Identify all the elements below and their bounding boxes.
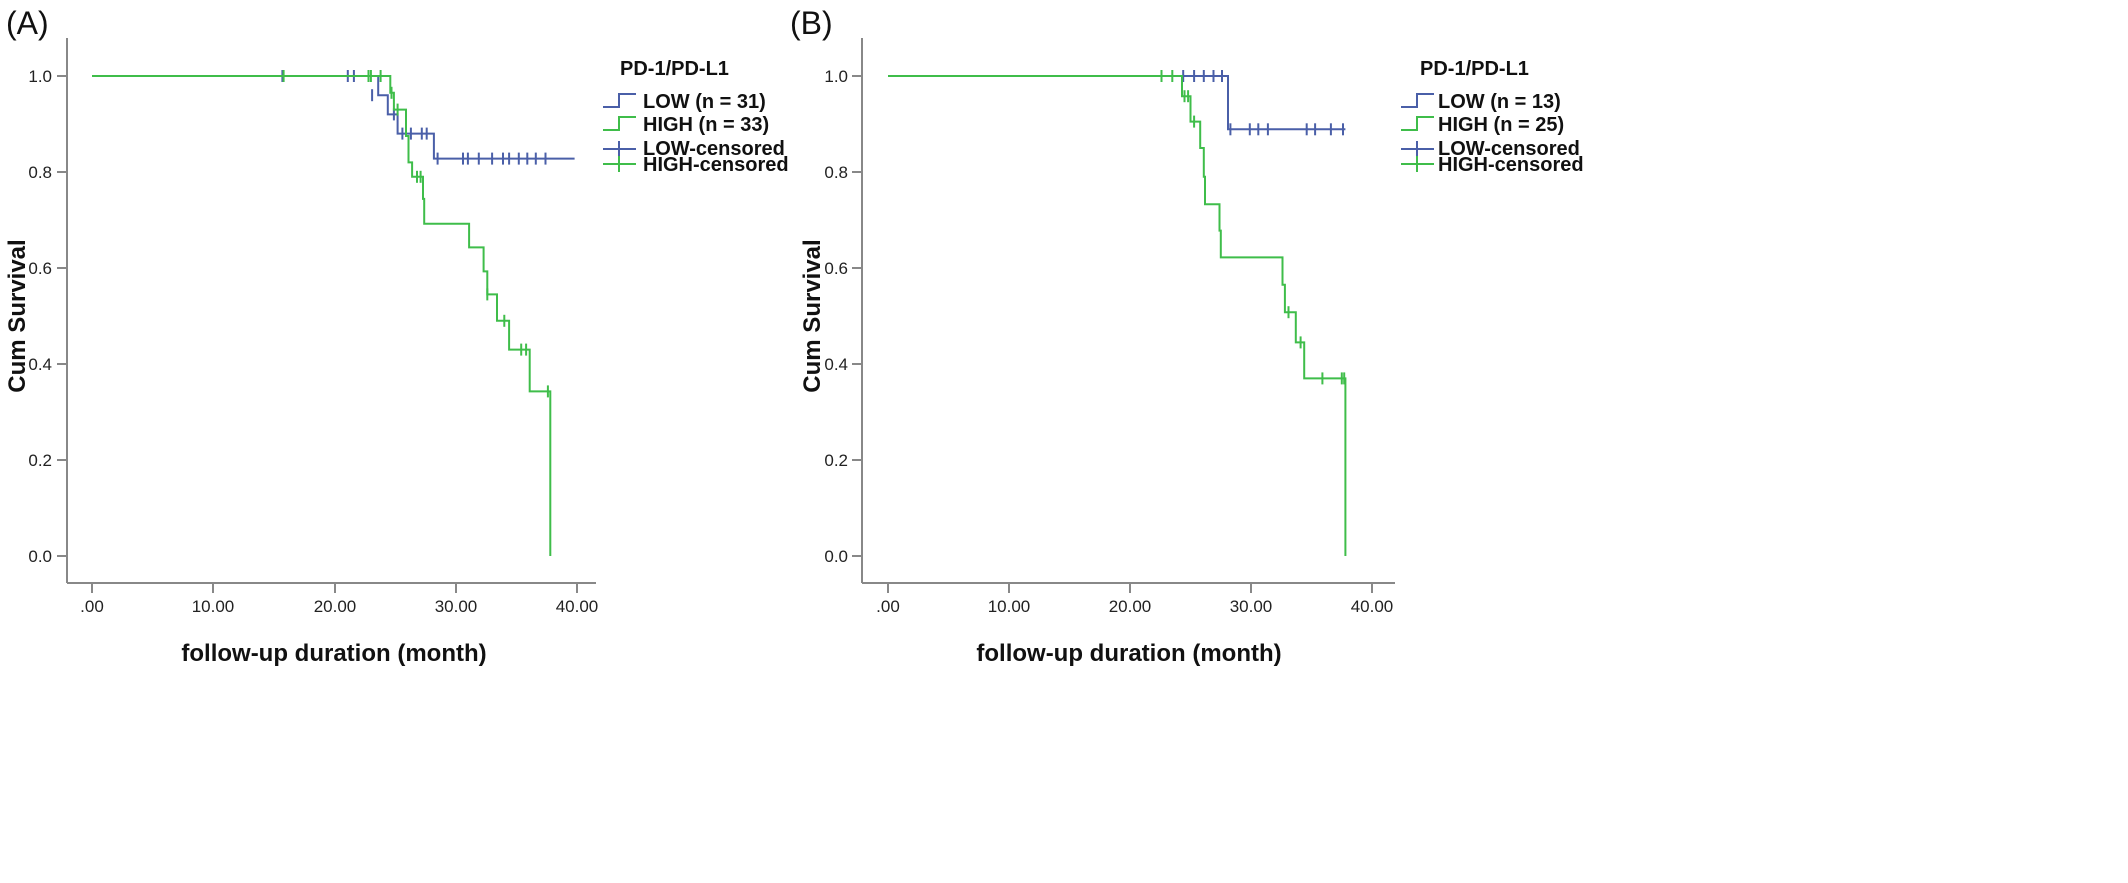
legend-swatch-low-censored: [1401, 141, 1434, 157]
legend-swatch-low: [1401, 93, 1434, 108]
legend-label-low: LOW (n = 13): [1438, 91, 1561, 113]
x-tick-label: 20.00: [1109, 597, 1152, 616]
legend-label-low-censored: LOW-censored: [1438, 138, 1580, 160]
survival-curve-high: [92, 75, 552, 556]
y-ticks: 1.0 0.8 0.6 0.4 0.2 0.0: [824, 67, 862, 566]
x-tick-label: .00: [876, 597, 900, 616]
legend-swatch-high: [603, 116, 636, 131]
y-tick-label: 0.2: [824, 451, 848, 470]
legend-label-high: HIGH (n = 25): [1438, 114, 1564, 136]
y-tick-label: 0.8: [28, 163, 52, 182]
plot-area-b: [888, 70, 1347, 556]
x-axis-title: follow-up duration (month): [976, 640, 1281, 667]
survival-curve-high: [888, 75, 1347, 556]
legend-title: PD-1/PD-L1: [1420, 58, 1529, 80]
y-axis-title: Cum Survival: [799, 239, 826, 392]
legend-label-low: LOW (n = 31): [643, 91, 766, 113]
legend-b: PD-1/PD-L1 LOW (n = 13) HIGH (n = 25) LO…: [1401, 58, 1584, 176]
y-tick-label: 0.0: [28, 547, 52, 566]
y-tick-label: 0.6: [824, 259, 848, 278]
x-tick-label: 30.00: [1230, 597, 1273, 616]
y-ticks: 1.0 0.8 0.6 0.4 0.2 0.0: [28, 67, 67, 566]
legend-swatch-high: [1401, 116, 1434, 131]
y-tick-label: 1.0: [28, 67, 52, 86]
legend-label-high: HIGH (n = 33): [643, 114, 769, 136]
panel-label-a: (A): [6, 5, 49, 41]
x-tick-label: 10.00: [192, 597, 235, 616]
x-axis-title: follow-up duration (month): [181, 640, 486, 667]
x-tick-label: 40.00: [1351, 597, 1394, 616]
legend-label-high-censored: HIGH-censored: [643, 154, 789, 176]
panel-a: (A) 1.0 0.8 0.6 0.4 0.2 0.0 .00 10.00 20…: [4, 5, 789, 667]
legend-swatch-low: [603, 93, 636, 108]
y-tick-label: 0.0: [824, 547, 848, 566]
y-tick-label: 0.2: [28, 451, 52, 470]
legend-label-low-censored: LOW-censored: [643, 138, 785, 160]
legend-swatch-high-censored: [1401, 156, 1434, 172]
x-tick-label: 10.00: [988, 597, 1031, 616]
x-tick-label: 20.00: [314, 597, 357, 616]
plot-area-a: [92, 70, 575, 556]
legend-title: PD-1/PD-L1: [620, 58, 729, 80]
panel-label-b: (B): [790, 5, 833, 41]
survival-curve-low: [888, 75, 1346, 131]
y-tick-label: 0.4: [824, 355, 848, 374]
panel-b: (B) 1.0 0.8 0.6 0.4 0.2 0.0 .00 10.00 20…: [790, 5, 1584, 667]
x-tick-label: 30.00: [435, 597, 478, 616]
y-axis-title: Cum Survival: [4, 239, 31, 392]
legend-a: PD-1/PD-L1 LOW (n = 31) HIGH (n = 33) LO…: [603, 58, 789, 176]
y-tick-label: 1.0: [824, 67, 848, 86]
y-tick-label: 0.6: [28, 259, 52, 278]
x-tick-label: .00: [80, 597, 104, 616]
x-tick-label: 40.00: [556, 597, 599, 616]
survival-curve-low: [92, 75, 575, 160]
y-tick-label: 0.8: [824, 163, 848, 182]
y-tick-label: 0.4: [28, 355, 52, 374]
legend-label-high-censored: HIGH-censored: [1438, 154, 1584, 176]
x-ticks: .00 10.00 20.00 30.00 40.00: [876, 583, 1393, 616]
legend-swatch-high-censored: [603, 156, 636, 172]
x-ticks: .00 10.00 20.00 30.00 40.00: [80, 583, 598, 616]
legend-swatch-low-censored: [603, 141, 636, 157]
